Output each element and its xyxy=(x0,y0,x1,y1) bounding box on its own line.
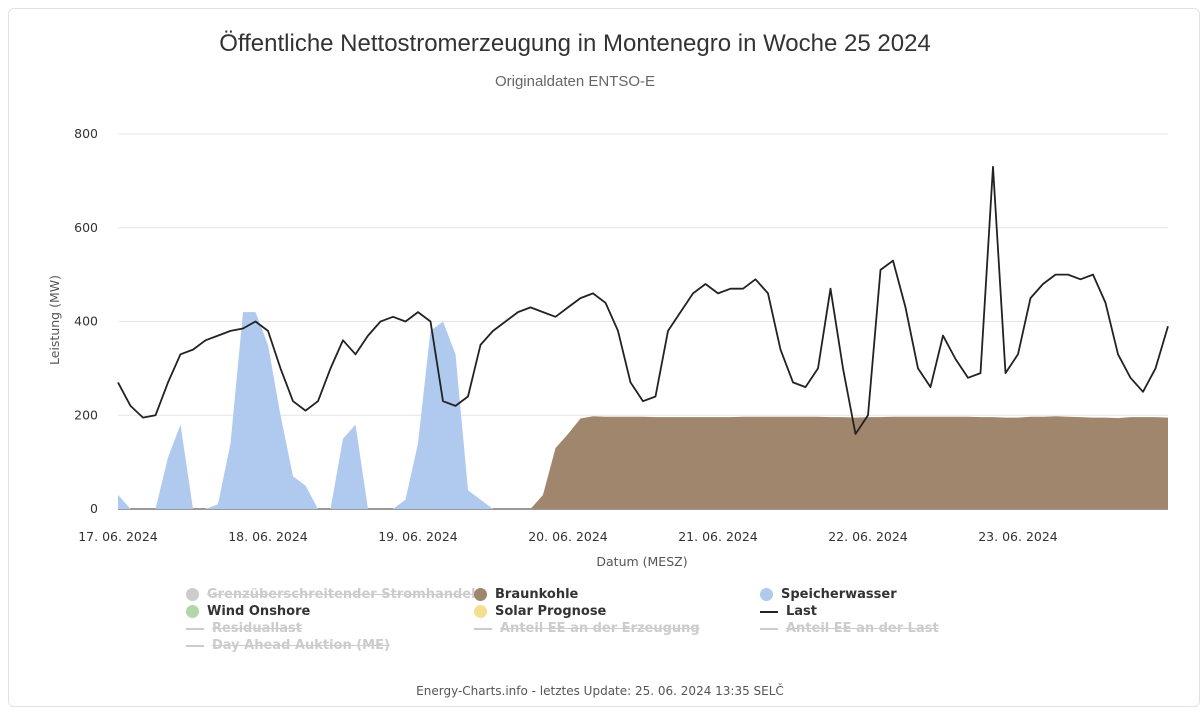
legend-label: Last xyxy=(786,604,818,619)
x-tick-label: 20. 06. 2024 xyxy=(528,529,608,544)
legend-item[interactable]: Last xyxy=(760,603,817,620)
legend-label: Anteil EE an der Erzeugung xyxy=(500,621,700,636)
legend-item[interactable]: Solar Prognose xyxy=(474,603,606,620)
legend-dot-icon xyxy=(760,588,773,601)
y-tick-label: 200 xyxy=(74,407,98,422)
footer-credit: Energy-Charts.info - letztes Update: 25.… xyxy=(416,684,784,698)
x-tick-label: 18. 06. 2024 xyxy=(228,529,308,544)
legend-item[interactable]: Anteil EE an der Erzeugung xyxy=(474,620,700,637)
area-series xyxy=(118,312,1168,509)
y-tick-label: 400 xyxy=(74,314,98,329)
legend-label: Wind Onshore xyxy=(207,604,311,619)
legend-label: Braunkohle xyxy=(495,587,579,602)
y-tick-label: 600 xyxy=(74,220,98,235)
legend-label: Grenzüberschreitender Stromhandel xyxy=(207,587,476,602)
x-tick-label: 21. 06. 2024 xyxy=(678,529,758,544)
y-tick-label: 0 xyxy=(90,501,98,516)
area-braunkohle xyxy=(118,416,1168,509)
legend-line-icon xyxy=(186,627,204,630)
legend-item[interactable]: Residuallast xyxy=(186,620,302,637)
legend-line-icon xyxy=(760,627,778,630)
axis-ticks: 0 200 400 600 800 17. 06. 2024 18. 06. 2024 19.… xyxy=(74,126,1058,544)
line-series xyxy=(117,165,1169,435)
y-tick-label: 800 xyxy=(74,126,98,141)
line-last xyxy=(117,165,1169,435)
x-tick-label: 17. 06. 2024 xyxy=(78,529,158,544)
legend-label: Solar Prognose xyxy=(495,604,607,619)
x-tick-label: 22. 06. 2024 xyxy=(828,529,908,544)
y-axis-title: Leistung (MW) xyxy=(47,275,62,365)
legend-line-icon xyxy=(474,627,492,630)
legend-line-icon xyxy=(760,610,778,613)
x-tick-label: 19. 06. 2024 xyxy=(378,529,458,544)
legend-item[interactable]: Speicherwasser xyxy=(760,586,897,603)
legend-dot-icon xyxy=(474,588,487,601)
chart-title: Öffentliche Nettostromerzeugung in Monte… xyxy=(219,30,931,57)
chart-subtitle: Originaldaten ENTSO-E xyxy=(494,73,656,90)
legend-label: Speicherwasser xyxy=(781,587,897,602)
legend-label: Anteil EE an der Last xyxy=(786,621,939,636)
legend-item[interactable]: Grenzüberschreitender Stromhandel xyxy=(186,586,476,603)
legend-dot-icon xyxy=(186,588,199,601)
legend-item[interactable]: Wind Onshore xyxy=(186,603,310,620)
legend-line-icon xyxy=(186,644,204,647)
legend-item[interactable]: Anteil EE an der Last xyxy=(760,620,939,637)
legend-label: Day Ahead Auktion (ME) xyxy=(212,638,390,653)
chart-frame xyxy=(8,8,1200,707)
legend-dot-icon xyxy=(474,605,487,618)
legend-item[interactable]: Braunkohle xyxy=(474,586,578,603)
legend-item[interactable]: Day Ahead Auktion (ME) xyxy=(186,637,390,654)
legend-label: Residuallast xyxy=(212,621,302,636)
x-axis-title: Datum (MESZ) xyxy=(596,554,687,569)
area-speicherwasser xyxy=(118,312,1168,509)
x-tick-label: 23. 06. 2024 xyxy=(978,529,1058,544)
legend-dot-icon xyxy=(186,605,199,618)
